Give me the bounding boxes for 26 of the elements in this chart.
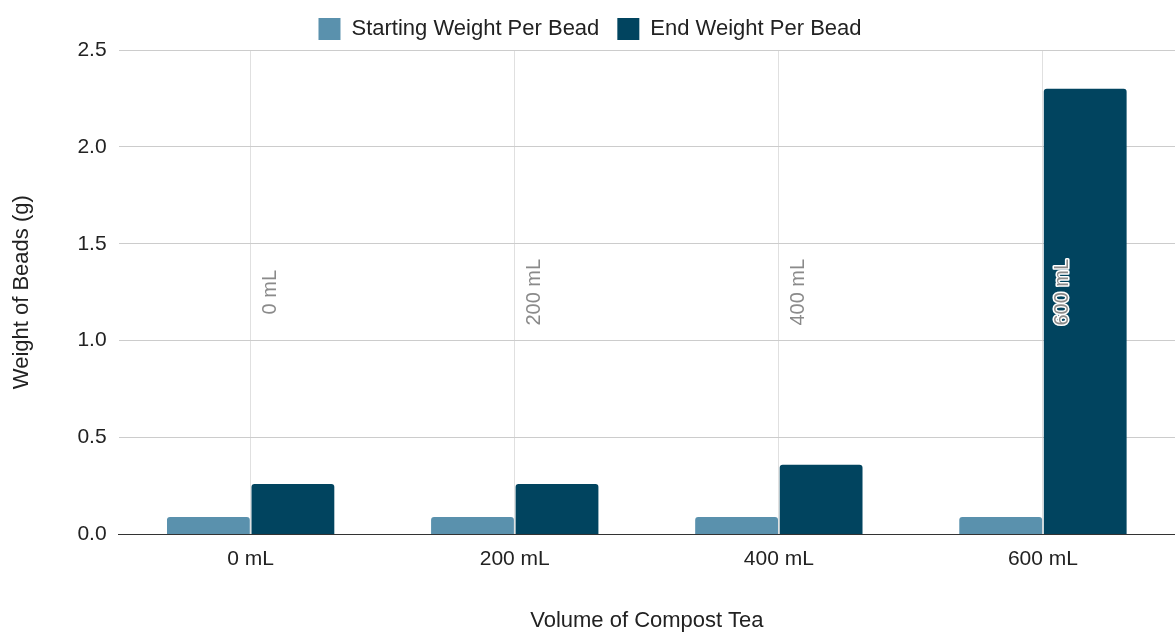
annotation: 600 mL	[1050, 258, 1073, 326]
x-tick-label: 200 mL	[479, 545, 550, 569]
y-tick-label: 1.5	[77, 230, 107, 254]
bar	[166, 516, 250, 534]
bar	[959, 516, 1043, 534]
y-tick-label: 0.5	[77, 424, 107, 448]
bar	[515, 484, 599, 534]
y-tick-label: 0.0	[77, 521, 107, 545]
y-tick-label: 2.5	[77, 36, 107, 60]
legend-label: Starting Weight Per Bead	[351, 15, 600, 41]
x-tick-label: 600 mL	[1007, 545, 1078, 569]
x-tick-label: 0 mL	[227, 545, 274, 569]
bar	[1043, 88, 1127, 534]
y-tick-label: 2.0	[77, 133, 107, 157]
annotation: 200 mL	[522, 258, 545, 326]
y-axis-title: Weight of Beads (g)	[8, 195, 34, 390]
annotation: 0 mL	[258, 269, 281, 315]
bar	[431, 516, 514, 534]
legend-label: End Weight Per Bead	[650, 15, 862, 41]
bar	[695, 516, 778, 534]
y-tick-label: 1.0	[77, 327, 107, 351]
bar	[779, 464, 863, 534]
x-axis-title: Volume of Compost Tea	[530, 606, 765, 632]
bar	[251, 484, 335, 534]
annotation: 400 mL	[786, 258, 809, 326]
x-tick-label: 400 mL	[743, 545, 814, 569]
